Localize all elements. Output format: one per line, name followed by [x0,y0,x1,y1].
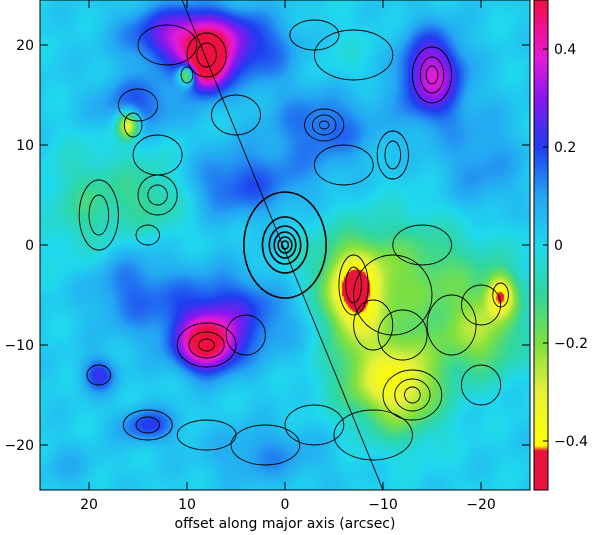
contour [376,130,409,180]
major-axis-line-layer [181,0,384,490]
y-tick-label: 20 [16,38,34,54]
colorbar-image [534,0,548,490]
contour [404,386,421,404]
y-tick-label: 0 [25,238,34,254]
contour [78,179,119,251]
y-tick-label: −10 [4,338,34,354]
contour [394,378,431,412]
colorbar-tick-label: 0.2 [554,140,576,156]
y-axis: 20 10 0 −10 −20 [4,38,530,454]
contour [460,364,502,406]
colorbar-tick-label: 0 [554,238,563,254]
contour [304,108,345,142]
y-tick-label: −20 [4,438,34,454]
contour [392,224,453,266]
contour [345,266,362,304]
contour [353,254,433,336]
colorbar-tick-label: 0.4 [554,42,576,58]
contour [225,314,266,356]
contour [88,194,110,236]
x-tick-label: 10 [178,497,196,513]
contour [186,32,227,78]
major-axis-line [181,0,384,490]
colorbar-tick-label: −0.4 [554,434,588,450]
contour [243,191,327,299]
contour [180,66,194,84]
contour [318,120,330,130]
contour [419,56,445,94]
contour [313,144,374,186]
colorbar-ticks: 0.4 0.2 0 −0.2 −0.4 [543,42,588,450]
colorbar: 0.4 0.2 0 −0.2 −0.4 [533,0,588,491]
y-tick-label: 10 [16,138,34,154]
contour [311,114,337,136]
contour [188,331,225,359]
contour [338,254,369,316]
colorbar-tick-label: −0.2 [554,336,588,352]
contour [135,416,161,434]
contour [280,240,290,250]
contour [86,364,112,386]
x-axis-title: offset along major axis (arcsec) [175,516,396,532]
contour [284,404,345,446]
contour [425,65,439,85]
contour [411,46,453,104]
contour [426,294,477,356]
contour [353,299,394,351]
contour [198,338,215,352]
contour [382,369,443,421]
contour [289,19,340,51]
contour [135,224,161,246]
contour [117,88,159,122]
contour [277,236,293,254]
contour [137,24,198,66]
contour [147,184,168,206]
plot-area [39,0,531,491]
contour-layer [78,19,509,466]
contour [123,112,143,138]
contour [492,282,509,308]
contour [261,216,309,274]
contour [273,231,297,259]
contour [313,29,394,81]
contour [230,424,301,466]
heatmap-image [40,0,530,490]
contour [377,309,428,361]
x-tick-label: 0 [281,497,290,513]
x-tick-label: −10 [368,497,398,513]
contour [333,409,413,461]
x-axis: 20 10 0 −10 −20 [80,0,496,513]
contour [176,322,237,368]
x-tick-label: 20 [80,497,98,513]
contour [384,140,402,170]
contour [137,174,178,216]
contour [460,284,502,326]
contour [268,225,302,265]
x-tick-label: −20 [466,497,496,513]
contour [196,42,217,68]
contour [122,409,173,441]
contour [211,94,261,136]
